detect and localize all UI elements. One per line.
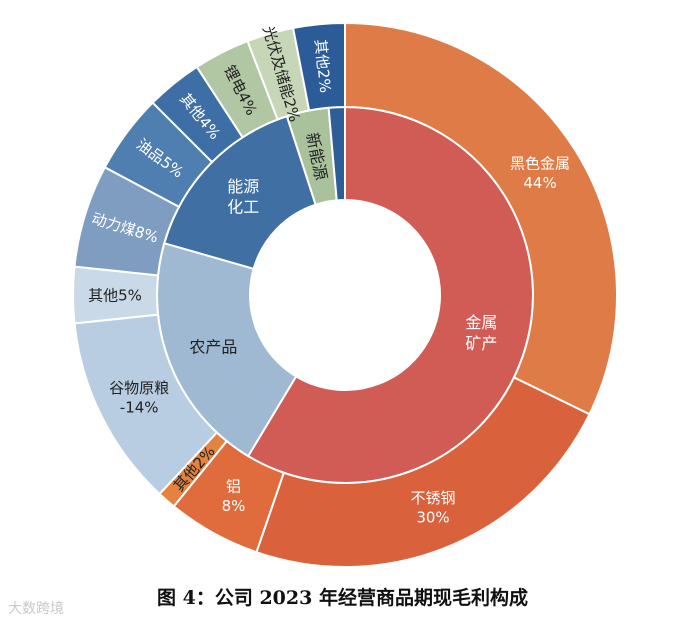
outer-ring-segment-0 bbox=[344, 21, 618, 416]
outer-ring-segment-1 bbox=[255, 376, 591, 568]
inner-ring-label-0: 金属矿产 bbox=[465, 313, 497, 353]
inner-ring-label-2: 能源化工 bbox=[227, 177, 259, 217]
outer-ring-label-2: 铝 8% bbox=[222, 478, 246, 516]
outer-ring-label-1: 不锈钢 30% bbox=[411, 489, 456, 527]
outer-ring-label-0: 黑色金属 44% bbox=[510, 155, 570, 193]
outer-ring-segment-11 bbox=[291, 21, 346, 112]
outer-ring-label-4: 谷物原粮-14% bbox=[109, 379, 169, 417]
center-hole bbox=[250, 200, 440, 390]
watermark-text: 大数跨境 bbox=[8, 601, 64, 617]
inner-ring bbox=[156, 105, 535, 484]
outer-ring bbox=[72, 21, 618, 568]
inner-ring-label-1: 农产品 bbox=[189, 337, 237, 356]
figure-caption: 图 4：公司 2023 年经营商品期现毛利构成 bbox=[157, 587, 528, 609]
outer-ring-label-11: 其他2% bbox=[311, 38, 334, 93]
outer-ring-label-5: 其他5% bbox=[88, 286, 142, 304]
